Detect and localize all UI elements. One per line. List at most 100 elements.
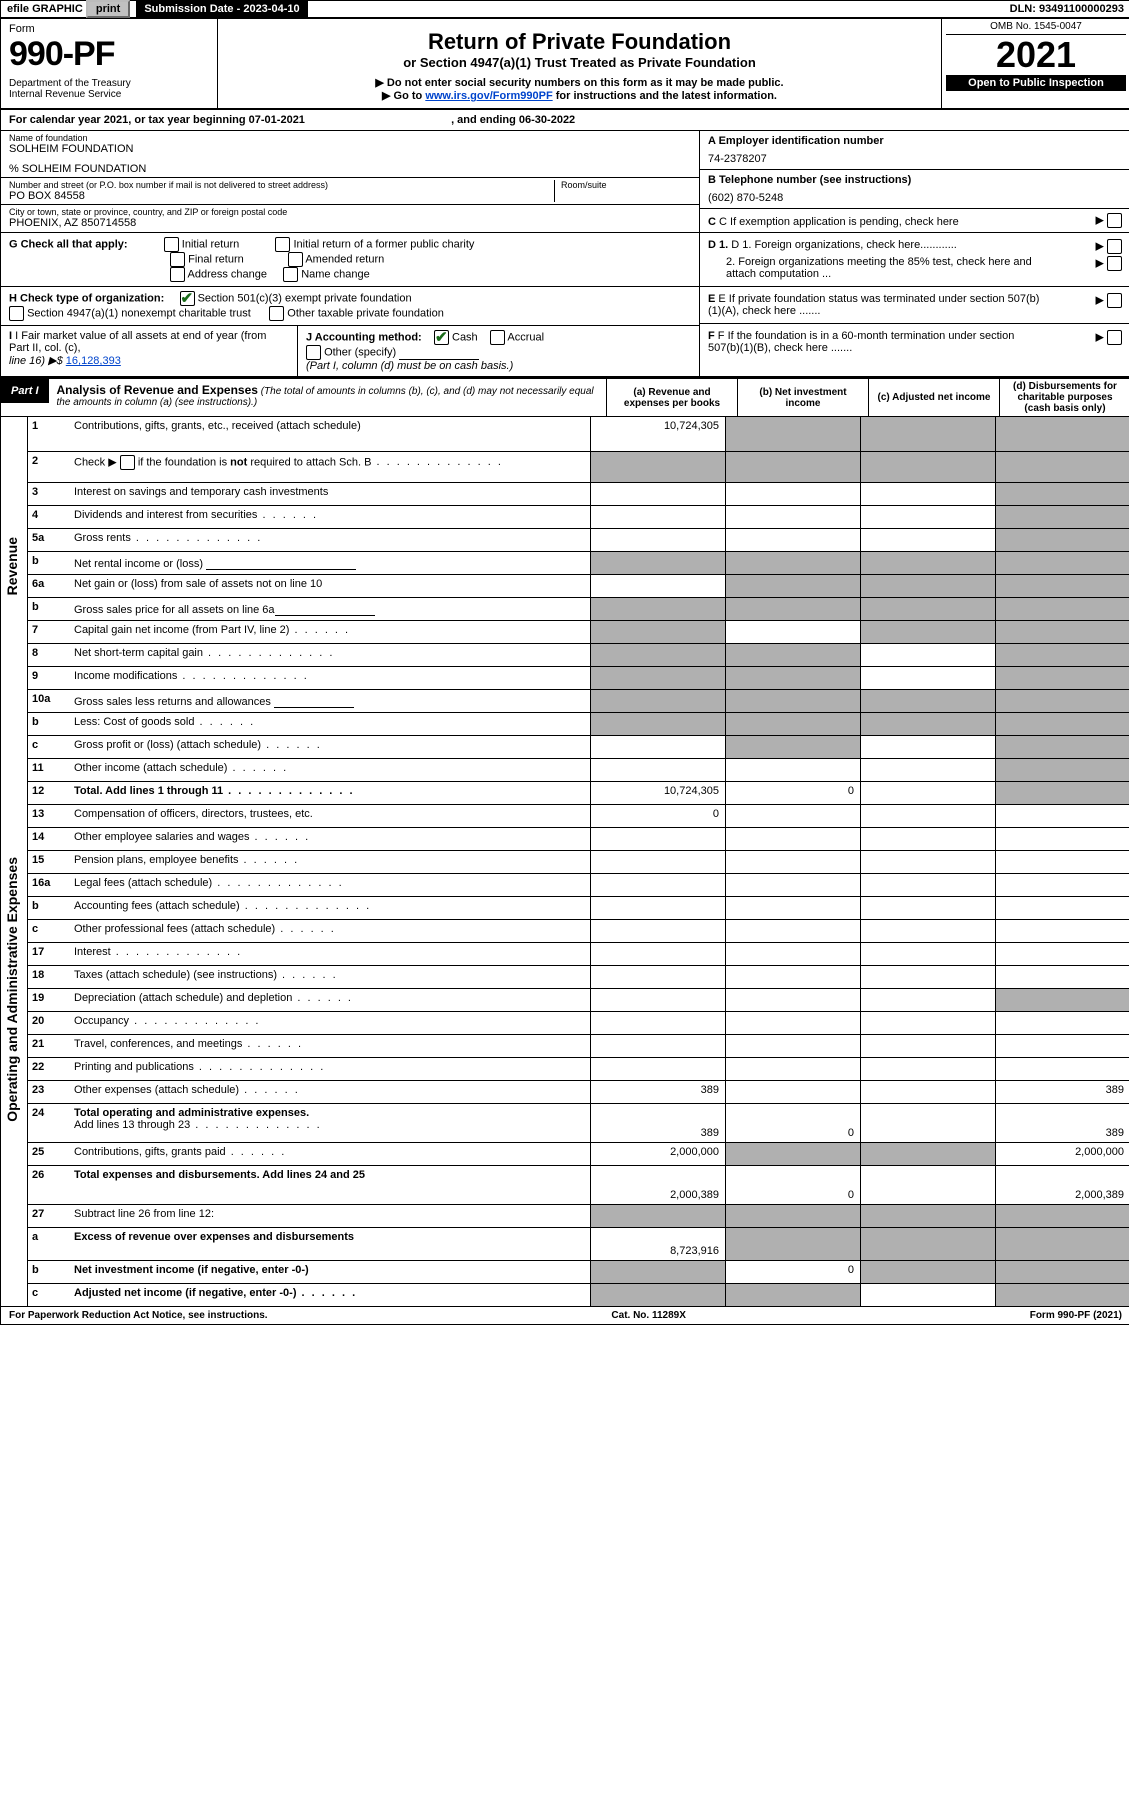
row-11: 11Other income (attach schedule) bbox=[28, 759, 1129, 782]
efile-label: efile GRAPHIC print bbox=[1, 1, 138, 17]
checkbox-name-change[interactable] bbox=[283, 267, 298, 282]
row-16b: bAccounting fees (attach schedule) bbox=[28, 897, 1129, 920]
part1-columns: (a) Revenue and expenses per books (b) N… bbox=[606, 379, 1129, 416]
row-4: 4Dividends and interest from securities bbox=[28, 506, 1129, 529]
vertical-labels: Revenue Operating and Administrative Exp… bbox=[1, 417, 28, 1306]
tax-year: 2021 bbox=[946, 37, 1126, 73]
row-13: 13Compensation of officers, directors, t… bbox=[28, 805, 1129, 828]
page-footer: For Paperwork Reduction Act Notice, see … bbox=[1, 1306, 1129, 1324]
part1-table: Revenue Operating and Administrative Exp… bbox=[1, 417, 1129, 1306]
checkbox-sch-b[interactable] bbox=[120, 455, 135, 470]
checkbox-501c3[interactable] bbox=[180, 291, 195, 306]
row-19: 19Depreciation (attach schedule) and dep… bbox=[28, 989, 1129, 1012]
ein-row: A Employer identification number 74-2378… bbox=[700, 131, 1129, 170]
header-mid: Return of Private Foundation or Section … bbox=[218, 19, 941, 108]
header-note1: ▶ Do not enter social security numbers o… bbox=[228, 76, 931, 89]
row-15: 15Pension plans, employee benefits bbox=[28, 851, 1129, 874]
checkbox-initial[interactable] bbox=[164, 237, 179, 252]
row-10b: bLess: Cost of goods sold bbox=[28, 713, 1129, 736]
open-inspection: Open to Public Inspection bbox=[946, 75, 1126, 91]
city-row: City or town, state or province, country… bbox=[1, 205, 699, 231]
row-5a: 5aGross rents bbox=[28, 529, 1129, 552]
col-b-header: (b) Net investment income bbox=[737, 379, 868, 416]
entity-right: A Employer identification number 74-2378… bbox=[700, 131, 1129, 232]
row-24: 24 Total operating and administrative ex… bbox=[28, 1104, 1129, 1143]
row-5b: bNet rental income or (loss) bbox=[28, 552, 1129, 575]
form-word: Form bbox=[9, 23, 209, 35]
footer-right: Form 990-PF (2021) bbox=[1030, 1310, 1122, 1321]
header-right: OMB No. 1545-0047 2021 Open to Public In… bbox=[941, 19, 1129, 108]
name-row: Name of foundation SOLHEIM FOUNDATION % … bbox=[1, 131, 699, 178]
def-block: D 1. D 1. Foreign organizations, check h… bbox=[700, 233, 1129, 376]
checkbox-4947[interactable] bbox=[9, 306, 24, 321]
checkbox-addr-change[interactable] bbox=[170, 267, 185, 282]
row-16a: 16aLegal fees (attach schedule) bbox=[28, 874, 1129, 897]
row-9: 9Income modifications bbox=[28, 667, 1129, 690]
room-label: Room/suite bbox=[561, 180, 691, 190]
i-j-row: I I Fair market value of all assets at e… bbox=[1, 326, 699, 376]
checkbox-c[interactable] bbox=[1107, 213, 1122, 228]
footer-mid: Cat. No. 11289X bbox=[611, 1310, 685, 1321]
row-8: 8Net short-term capital gain bbox=[28, 644, 1129, 667]
revenue-label: Revenue bbox=[4, 537, 20, 595]
g-row: G Check all that apply: Initial return I… bbox=[1, 233, 699, 287]
i-block: I I Fair market value of all assets at e… bbox=[1, 326, 298, 376]
row-6a: 6aNet gain or (loss) from sale of assets… bbox=[28, 575, 1129, 598]
part1-title: Analysis of Revenue and Expenses (The to… bbox=[49, 379, 606, 416]
row-27a: aExcess of revenue over expenses and dis… bbox=[28, 1228, 1129, 1261]
checkbox-amended[interactable] bbox=[288, 252, 303, 267]
fmv-link[interactable]: 16,128,393 bbox=[66, 355, 121, 367]
h-row: H Check type of organization: Section 50… bbox=[1, 287, 699, 326]
header-left: Form 990-PF Department of the Treasury I… bbox=[1, 19, 218, 108]
row-16c: cOther professional fees (attach schedul… bbox=[28, 920, 1129, 943]
header-note2: ▶ Go to www.irs.gov/Form990PF for instru… bbox=[228, 89, 931, 102]
col-c-header: (c) Adjusted net income bbox=[868, 379, 999, 416]
checkbox-other-taxable[interactable] bbox=[269, 306, 284, 321]
form-subtitle: or Section 4947(a)(1) Trust Treated as P… bbox=[228, 55, 931, 70]
checkbox-e[interactable] bbox=[1107, 293, 1122, 308]
section-c-row: C C If exemption application is pending,… bbox=[700, 209, 1129, 232]
checkbox-f[interactable] bbox=[1107, 330, 1122, 345]
row-20: 20Occupancy bbox=[28, 1012, 1129, 1035]
row-10c: cGross profit or (loss) (attach schedule… bbox=[28, 736, 1129, 759]
checkbox-d2[interactable] bbox=[1107, 256, 1122, 271]
efile-bar: efile GRAPHIC print Submission Date - 20… bbox=[1, 1, 1129, 19]
checkbox-cash[interactable] bbox=[434, 330, 449, 345]
row-21: 21Travel, conferences, and meetings bbox=[28, 1035, 1129, 1058]
city-state-zip: PHOENIX, AZ 850714558 bbox=[9, 217, 691, 229]
row-14: 14Other employee salaries and wages bbox=[28, 828, 1129, 851]
d-row: D 1. D 1. Foreign organizations, check h… bbox=[700, 233, 1129, 287]
foundation-name: SOLHEIM FOUNDATION bbox=[9, 143, 691, 155]
row-10a: 10aGross sales less returns and allowanc… bbox=[28, 690, 1129, 713]
street-address: PO BOX 84558 bbox=[9, 190, 554, 202]
row-6b: bGross sales price for all assets on lin… bbox=[28, 598, 1129, 621]
part1-header: Part I Analysis of Revenue and Expenses … bbox=[1, 377, 1129, 417]
row-17: 17Interest bbox=[28, 943, 1129, 966]
row-3: 3Interest on savings and temporary cash … bbox=[28, 483, 1129, 506]
care-of: % SOLHEIM FOUNDATION bbox=[9, 163, 691, 175]
row-12: 12Total. Add lines 1 through 11 10,724,3… bbox=[28, 782, 1129, 805]
checkbox-d1[interactable] bbox=[1107, 239, 1122, 254]
table-rows: 1 Contributions, gifts, grants, etc., re… bbox=[28, 417, 1129, 1306]
phone-row: B Telephone number (see instructions) (6… bbox=[700, 170, 1129, 209]
f-row: F F If the foundation is in a 60-month t… bbox=[700, 324, 1129, 360]
instructions-link[interactable]: www.irs.gov/Form990PF bbox=[425, 90, 552, 102]
checkbox-final[interactable] bbox=[170, 252, 185, 267]
ein-value: 74-2378207 bbox=[708, 153, 1122, 165]
row-7: 7Capital gain net income (from Part IV, … bbox=[28, 621, 1129, 644]
footer-left: For Paperwork Reduction Act Notice, see … bbox=[9, 1310, 268, 1321]
checkbox-accrual[interactable] bbox=[490, 330, 505, 345]
row-23: 23Other expenses (attach schedule) 38938… bbox=[28, 1081, 1129, 1104]
print-button[interactable]: print bbox=[86, 0, 130, 18]
row-27: 27Subtract line 26 from line 12: bbox=[28, 1205, 1129, 1228]
entity-left: Name of foundation SOLHEIM FOUNDATION % … bbox=[1, 131, 700, 232]
calendar-year-line: For calendar year 2021, or tax year begi… bbox=[1, 110, 1129, 131]
checkbox-other-method[interactable] bbox=[306, 345, 321, 360]
opex-label: Operating and Administrative Expenses bbox=[4, 857, 20, 1122]
row-26: 26Total expenses and disbursements. Add … bbox=[28, 1166, 1129, 1205]
ghij-left: G Check all that apply: Initial return I… bbox=[1, 233, 700, 376]
checkbox-initial-former[interactable] bbox=[275, 237, 290, 252]
omb-number: OMB No. 1545-0047 bbox=[946, 21, 1126, 35]
r1-a: 10,724,305 bbox=[590, 417, 725, 451]
address-row: Number and street (or P.O. box number if… bbox=[1, 178, 699, 205]
